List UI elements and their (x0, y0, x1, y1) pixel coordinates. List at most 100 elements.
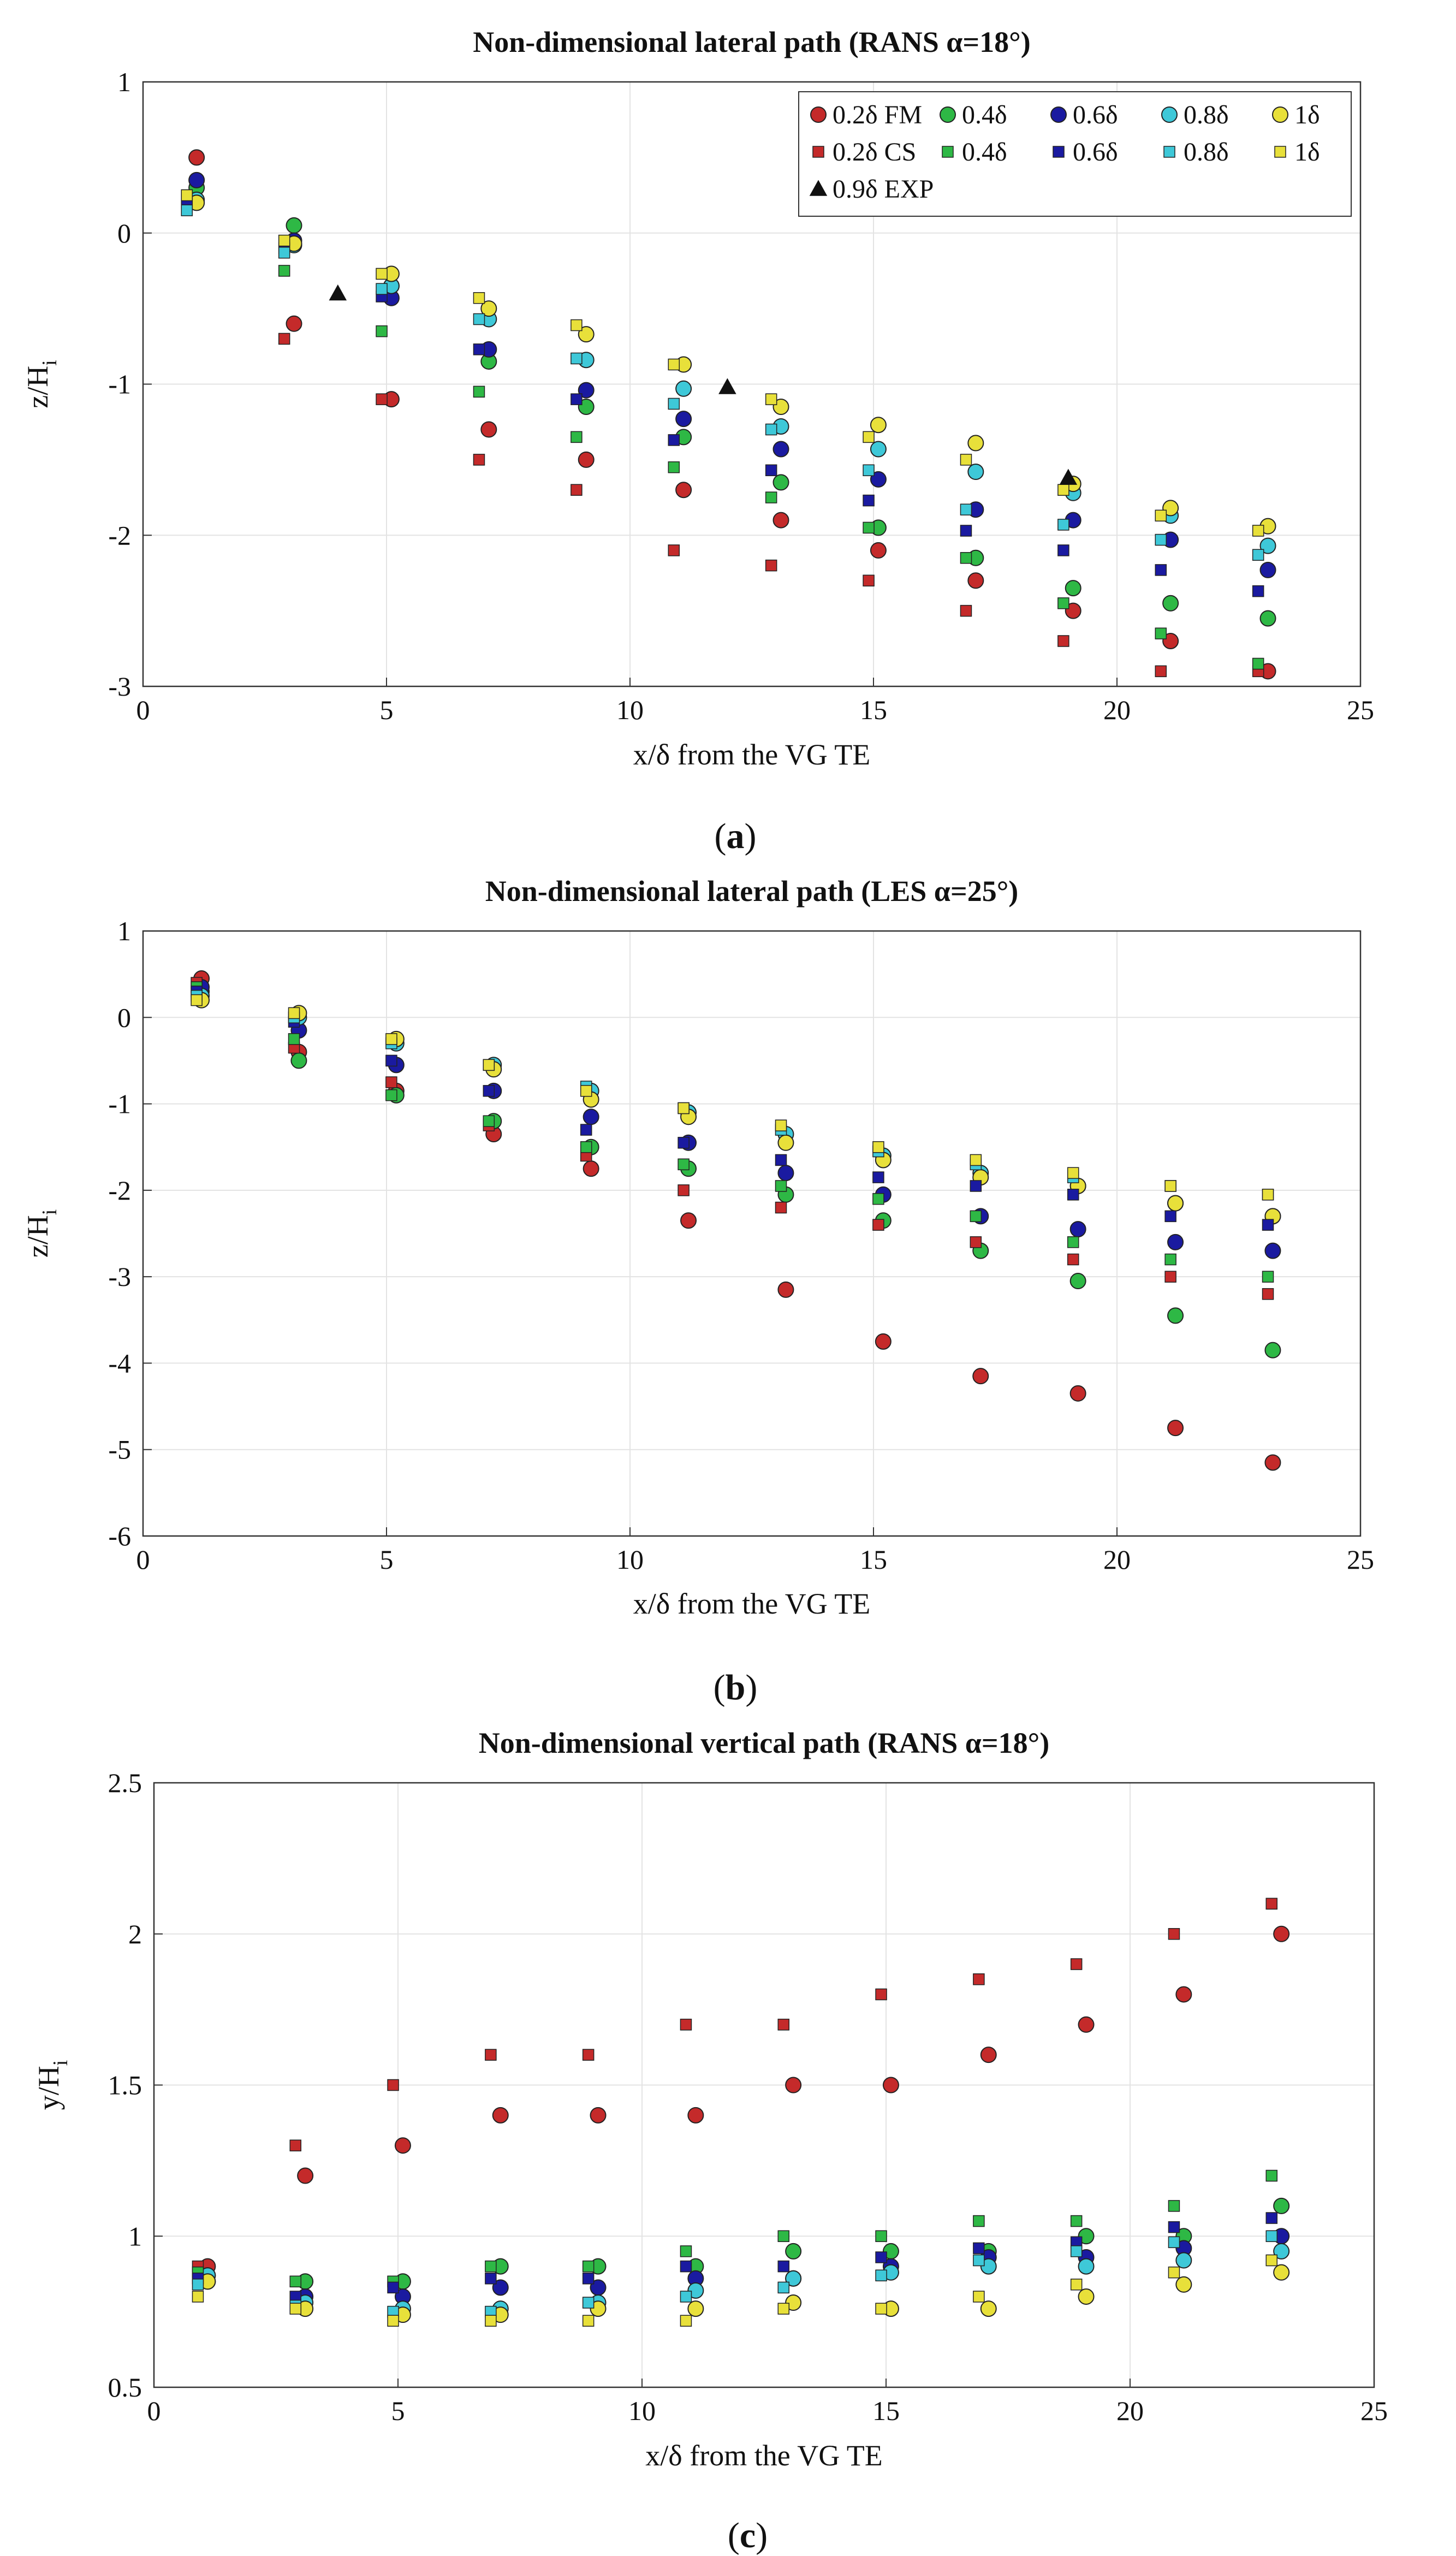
data-point-fm06 (772, 441, 789, 458)
data-point-cs08 (960, 503, 972, 515)
data-point-fm06 (188, 171, 205, 188)
data-point-fm1 (967, 435, 984, 452)
data-point-cs08 (376, 283, 388, 295)
data-point-cs06 (775, 1154, 787, 1166)
data-point-cs04 (1164, 1253, 1176, 1266)
data-point-cs02 (970, 1236, 982, 1248)
data-point-cs04 (668, 461, 680, 473)
data-point-cs02 (668, 544, 680, 556)
data-point-fm02 (1162, 632, 1179, 649)
data-point-fm04 (785, 2243, 802, 2260)
data-point-fm1 (772, 399, 789, 416)
x-tick-label: 10 (616, 1544, 644, 1575)
data-point-fm08 (1175, 2252, 1192, 2269)
data-point-cs1 (1057, 484, 1069, 496)
data-point-cs04 (678, 1158, 690, 1171)
data-point-fm04 (1065, 580, 1081, 597)
y-axis-label: z/Hi (21, 360, 61, 408)
data-point-cs08 (1155, 533, 1167, 546)
y-tick-label: -3 (108, 671, 131, 702)
x-tick-label: 25 (1347, 695, 1374, 725)
data-points (191, 970, 1281, 1471)
data-point-cs08 (192, 2279, 204, 2291)
data-point-fm02 (480, 421, 497, 438)
y-axis-label-main: z/H (21, 366, 54, 408)
data-point-fm06 (1259, 561, 1276, 578)
data-point-fm08 (1273, 2243, 1290, 2260)
data-point-cs1 (483, 1059, 495, 1071)
x-tick-label: 5 (380, 1544, 394, 1575)
y-tick-label: -2 (108, 1175, 131, 1206)
data-point-cs1 (970, 1154, 982, 1166)
data-point-fm1 (687, 2300, 704, 2317)
data-point-fm02 (772, 512, 789, 529)
data-point-cs02 (278, 333, 290, 345)
data-point-cs04 (875, 2230, 887, 2242)
data-point-fm02 (188, 149, 205, 166)
data-point-cs1 (1265, 2254, 1278, 2267)
data-point-cs06 (777, 2260, 790, 2273)
data-point-cs04 (473, 386, 485, 398)
data-point-cs1 (777, 2303, 790, 2315)
data-point-cs06 (483, 1085, 495, 1097)
data-point-cs02 (570, 484, 583, 496)
y-tick-label: 2.5 (108, 1768, 142, 1798)
y-tick-label: 1 (128, 2221, 142, 2251)
legend-label-fm1: 1δ (1294, 100, 1320, 129)
data-point-cs04 (777, 2230, 790, 2242)
data-point-fm1 (1175, 2276, 1192, 2293)
legend-label-exp: 0.9δ EXP (833, 175, 934, 204)
data-point-exp (329, 284, 347, 301)
data-point-cs08 (1057, 519, 1069, 531)
caption-letter: a (727, 816, 745, 856)
data-point-fm02 (1069, 1385, 1086, 1402)
data-point-cs1 (872, 1141, 884, 1153)
data-point-fm04 (772, 474, 789, 491)
data-point-fm1 (1273, 2264, 1290, 2281)
data-point-cs1 (485, 2315, 497, 2327)
legend-marker-cs1 (1274, 146, 1286, 158)
data-point-cs1 (668, 358, 680, 371)
y-axis-label-sub: i (38, 360, 61, 366)
y-tick-label: -2 (108, 520, 131, 550)
data-point-cs06 (960, 525, 972, 537)
data-point-cs1 (387, 2315, 399, 2327)
data-point-cs1 (1252, 525, 1264, 537)
data-point-cs06 (1155, 564, 1167, 576)
chart-panel-b: 0 5 10 15 20 25 -6 -5 -4 -3 -2 -1 0 1 Non-dimensional … (21, 875, 1374, 1707)
data-point-cs1 (582, 2315, 595, 2327)
data-point-cs1 (376, 268, 388, 280)
chart-title: Non-dimensional lateral path (RANS α=18°… (473, 26, 1031, 58)
data-point-cs02 (1265, 1897, 1278, 1910)
data-point-cs1 (1070, 2279, 1083, 2291)
data-point-cs1 (973, 2291, 985, 2303)
data-point-cs06 (863, 494, 875, 507)
data-point-fm06 (583, 1108, 599, 1125)
data-point-cs04 (960, 552, 972, 564)
data-point-cs06 (765, 464, 777, 476)
data-point-fm1 (480, 300, 497, 317)
data-point-fm08 (687, 2282, 704, 2299)
data-point-fm02 (1078, 2016, 1095, 2033)
data-point-cs02 (1164, 1271, 1176, 1283)
data-point-cs04 (376, 325, 388, 337)
data-point-fm04 (1167, 1307, 1184, 1324)
data-point-cs02 (765, 559, 777, 572)
data-point-cs04 (1070, 2215, 1083, 2227)
data-point-fm02 (394, 2137, 411, 2154)
legend-marker-fm1 (1272, 106, 1288, 123)
y-tick-label: 2 (128, 1919, 142, 1949)
data-point-cs1 (385, 1033, 397, 1045)
y-tick-label: 1.5 (108, 2070, 142, 2101)
legend-label-fm08: 0.8δ (1184, 100, 1229, 129)
data-point-cs08 (181, 204, 193, 216)
data-point-fm04 (1162, 595, 1179, 612)
data-point-cs02 (863, 574, 875, 587)
plot-area (143, 931, 1360, 1536)
data-point-fm04 (286, 217, 302, 234)
data-point-fm02 (675, 482, 692, 499)
data-points (181, 149, 1276, 680)
y-axis-label: y/Hi (32, 2060, 72, 2110)
data-point-fm02 (967, 572, 984, 589)
x-axis-label: x/δ from the VG TE (633, 738, 870, 771)
